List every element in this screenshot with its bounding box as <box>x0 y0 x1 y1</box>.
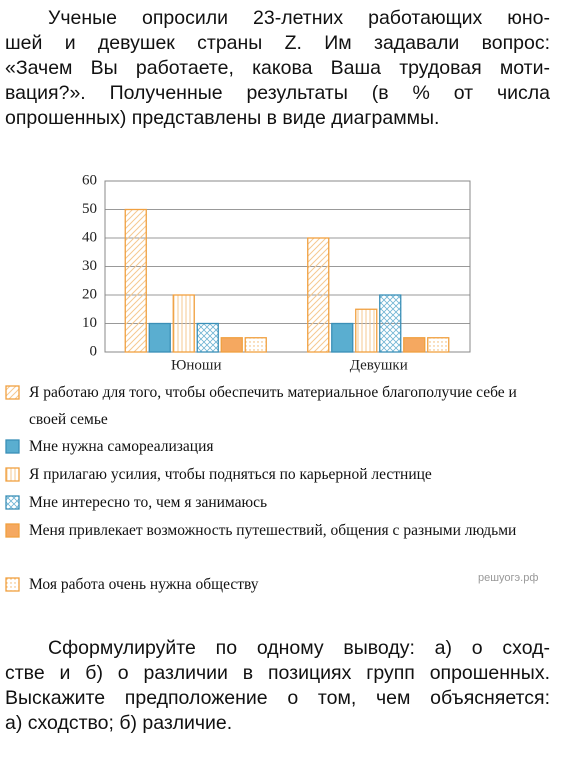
bar <box>331 322 354 353</box>
legend-label: Я прилагаю усилия, чтобы подняться по ка… <box>29 466 432 483</box>
legend-item: Моя работа очень нужна обществу <box>5 571 545 598</box>
text-line: вация?». Полученные результаты (в % от ч… <box>5 82 550 104</box>
bar <box>379 294 402 353</box>
y-tick-label: 10 <box>82 315 97 331</box>
legend-swatch <box>5 523 20 538</box>
text-line: Выскажите предположение о том, чем объяс… <box>5 687 550 709</box>
x-tick-label: Юноши <box>171 357 222 373</box>
bar <box>124 208 147 353</box>
chart: 0 10 20 30 40 50 60 Юноши Девушки <box>82 172 471 373</box>
legend-label: Меня привлекает возможность путешествий,… <box>29 522 517 539</box>
text-line: стве и б) о различии в позициях групп оп… <box>5 662 550 684</box>
text-line: «Зачем Вы работаете, какова Ваша трудова… <box>5 57 550 79</box>
y-tick-label: 0 <box>90 343 98 359</box>
watermark: решуогэ.рф <box>478 572 539 584</box>
legend-item: Я работаю для того, чтобы обеспечить мат… <box>5 379 545 433</box>
bar <box>148 322 171 353</box>
legend-swatch <box>5 495 20 510</box>
text-line: Сформулируйте по одному выводу: а) о схо… <box>48 637 550 659</box>
bar <box>427 337 450 353</box>
legend-label: Мне нужна самореализация <box>29 438 214 455</box>
x-tick-label: Девушки <box>350 357 408 373</box>
bar <box>172 294 195 353</box>
y-tick-label: 50 <box>82 201 97 217</box>
legend-label: Моя работа очень нужна обществу <box>29 576 259 593</box>
bar <box>244 337 267 353</box>
bar <box>196 322 219 353</box>
text-line: а) сходство; б) различие. <box>5 712 233 734</box>
legend-item: Мне интересно то, чем я занимаюсь <box>5 489 545 516</box>
bar <box>220 337 243 353</box>
y-tick-label: 30 <box>82 258 97 274</box>
legend-swatch <box>5 577 20 592</box>
legend-swatch <box>5 467 20 482</box>
text-line: Ученые опросили 23-летних работающих юно… <box>48 7 550 29</box>
text-line: опрошенных) представлены в виде диаграмм… <box>5 107 440 129</box>
bar <box>307 237 330 353</box>
y-tick-label: 40 <box>82 229 97 245</box>
legend-swatch <box>5 385 20 400</box>
legend-label: Мне интересно то, чем я занимаюсь <box>29 494 268 511</box>
legend-item: Меня привлекает возможность путешествий,… <box>5 517 545 544</box>
legend-item: Я прилагаю усилия, чтобы подняться по ка… <box>5 461 545 488</box>
y-tick-label: 60 <box>82 172 97 188</box>
bar <box>355 308 378 353</box>
y-tick-label: 20 <box>82 286 97 302</box>
bar <box>403 337 426 353</box>
legend-item: Мне нужна самореализация <box>5 433 545 460</box>
plot-frame <box>104 180 471 353</box>
text-line: шей и девушек страны Z. Им задавали вопр… <box>5 32 550 54</box>
legend-swatch <box>5 439 20 454</box>
legend-label: Я работаю для того, чтобы обеспечить мат… <box>29 384 517 428</box>
